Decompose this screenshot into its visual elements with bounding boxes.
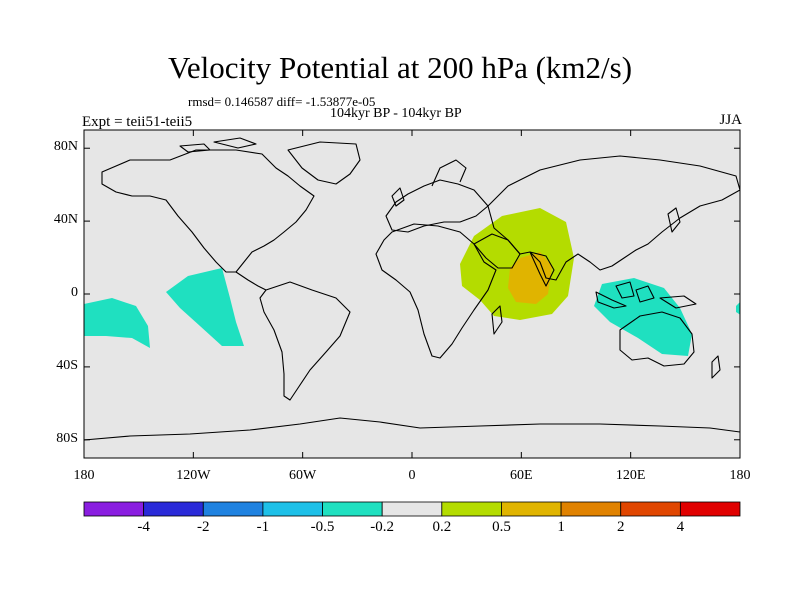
lat-label-80n: 80N [53, 139, 78, 155]
colorbar-label: -0.5 [310, 519, 335, 535]
contour-region-central-pacific-negative [166, 268, 244, 346]
lon-label-180w: 180 [73, 468, 95, 483]
colorbar-label: 0.5 [492, 519, 511, 535]
colorbar-label: -0.2 [370, 519, 395, 535]
colorbar-label: -4 [137, 519, 150, 535]
season-label: JJA [719, 112, 742, 128]
lon-label-0: 0 [408, 468, 416, 483]
contour-region-west-pacific-negative [84, 298, 150, 348]
colorbar-label: 4 [676, 519, 685, 535]
coastlines [84, 137, 740, 441]
lon-label-120w: 120W [176, 468, 211, 483]
colorbar-label: 0.2 [432, 519, 452, 535]
experiment-label: Expt = teii51-teii5 [82, 114, 193, 130]
lat-label-0: 0 [71, 285, 78, 300]
lat-label-40s: 40S [56, 357, 78, 373]
lat-label-80s: 80S [56, 430, 78, 446]
axis-ticks [83, 130, 741, 458]
contour-region-east-edge-negative [736, 302, 740, 315]
lon-label-60w: 60W [289, 468, 317, 483]
colorbar-label: 1 [557, 519, 565, 535]
map-title: Velocity Potential at 200 hPa (km2/s) [167, 50, 633, 85]
lon-label-120e: 120E [615, 468, 646, 483]
period-label: 104kyr BP - 104kyr BP [330, 106, 462, 121]
lat-label-40n: 40N [53, 212, 78, 228]
colorbar-label: 2 [616, 519, 625, 535]
colorbar-label: -2 [197, 519, 210, 535]
colorbar-label: -1 [256, 519, 270, 535]
lon-label-180e: 180 [729, 468, 751, 483]
stats-line: rmsd= 0.146587 diff= -1.53877e-05 [188, 94, 376, 109]
lon-label-60e: 60E [510, 468, 533, 483]
